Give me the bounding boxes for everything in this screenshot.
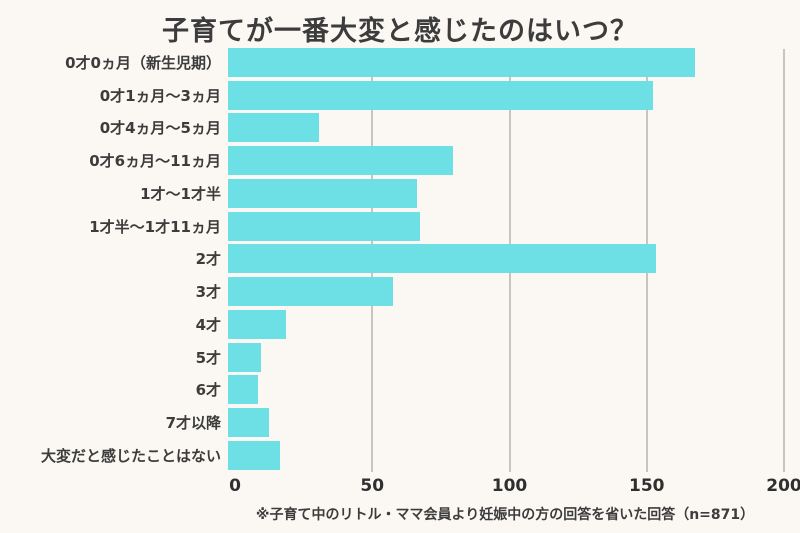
x-tick-label: 200 <box>766 476 800 496</box>
bar <box>228 47 695 77</box>
chart-row: 0才0ヵ月（新生児期） <box>0 46 800 79</box>
bar-track <box>228 439 777 472</box>
bar <box>228 146 454 176</box>
bar <box>228 375 259 405</box>
category-label: 大変だと感じたことはない <box>40 446 221 465</box>
chart-row: 大変だと感じたことはない <box>0 439 800 472</box>
category-label: 0才0ヵ月（新生児期） <box>65 53 221 72</box>
category-label: 1才半〜1才11ヵ月 <box>89 217 221 236</box>
x-tick-label: 50 <box>360 476 385 496</box>
category-label: 3才 <box>195 283 221 302</box>
bar-track <box>228 210 777 243</box>
bar-track <box>228 177 777 210</box>
category-label: 1才〜1才半 <box>140 184 221 203</box>
x-tick-label: 100 <box>491 476 528 496</box>
bar-track <box>228 243 777 276</box>
bar <box>228 342 261 372</box>
gridline <box>783 49 785 472</box>
chart-row: 1才半〜1才11ヵ月 <box>0 210 800 243</box>
chart-row: 1才〜1才半 <box>0 177 800 210</box>
x-axis-ticks: 0 50 100 150 200 <box>229 476 800 500</box>
chart-row: 4才 <box>0 308 800 341</box>
bar-track <box>228 144 777 177</box>
chart-row: 0才6ヵ月〜11ヵ月 <box>0 144 800 177</box>
x-tick-label: 150 <box>629 476 665 496</box>
bar <box>228 440 281 470</box>
bar-track <box>228 308 777 341</box>
chart-row: 0才1ヵ月〜3ヵ月 <box>0 79 800 112</box>
bar-track <box>228 341 777 374</box>
chart-row: 0才4ヵ月〜5ヵ月 <box>0 112 800 145</box>
bar <box>228 178 418 208</box>
category-label: 7才以降 <box>165 414 221 433</box>
bar <box>228 408 270 438</box>
chart-row: 7才以降 <box>0 406 800 439</box>
bar-track <box>228 406 777 439</box>
bar <box>228 309 286 339</box>
category-label: 4才 <box>195 315 221 334</box>
bar <box>228 113 319 143</box>
bar <box>228 211 421 241</box>
category-label: 5才 <box>195 348 221 367</box>
bar <box>228 277 393 307</box>
bar <box>228 80 654 110</box>
category-label: 2才 <box>195 250 221 269</box>
bar-track <box>228 46 777 79</box>
bar-rows: 0才0ヵ月（新生児期） 0才1ヵ月〜3ヵ月 0才4ヵ月〜5ヵ月 0才6ヵ月〜11ヵ月 1… <box>0 46 800 472</box>
category-label: 0才4ヵ月〜5ヵ月 <box>99 119 221 138</box>
chart-row: 5才 <box>0 341 800 374</box>
bar <box>228 244 657 274</box>
footnote: ※子育て中のリトル・ママ会員より妊娠中の方の回答を省いた回答（n=871） <box>255 507 755 523</box>
chart-row: 2才 <box>0 243 800 276</box>
bar-track <box>228 374 777 407</box>
x-tick-label: 0 <box>229 476 241 496</box>
chart-title: 子育てが一番大変と感じたのはいつ？ <box>162 16 638 47</box>
category-label: 0才6ヵ月〜11ヵ月 <box>89 152 221 171</box>
chart-row: 6才 <box>0 374 800 407</box>
bar-track <box>228 275 777 308</box>
bar-chart: 0才0ヵ月（新生児期） 0才1ヵ月〜3ヵ月 0才4ヵ月〜5ヵ月 0才6ヵ月〜11ヵ月 1… <box>0 46 800 533</box>
bar-track <box>228 112 777 145</box>
chart-row: 3才 <box>0 275 800 308</box>
category-label: 0才1ヵ月〜3ヵ月 <box>99 86 221 105</box>
category-label: 6才 <box>195 381 221 400</box>
bar-track <box>228 79 777 112</box>
